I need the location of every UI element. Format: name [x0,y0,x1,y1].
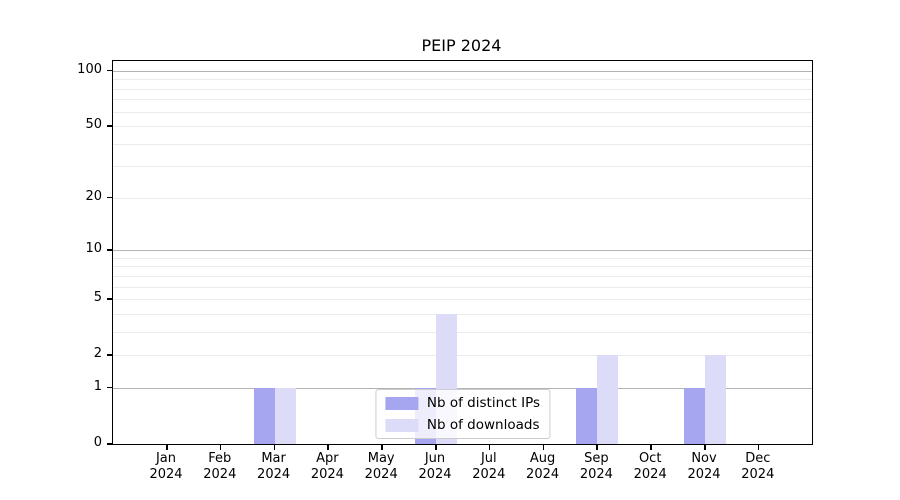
x-axis-tick [381,444,383,450]
x-tick-label: Jan 2024 [149,451,183,482]
legend-rows: Nb of distinct IPs Nb of downloads [384,395,541,433]
x-tick-label: Apr 2024 [310,451,344,482]
x-axis-tick [488,444,491,450]
x-axis-tick [650,444,652,450]
x-tick-label: Jul 2024 [472,451,506,482]
y-tick-label: 100 [77,61,102,77]
gridline [113,111,812,113]
gridline [113,99,812,101]
x-tick-label: Nov 2024 [687,451,721,482]
legend-row: Nb of downloads [384,417,540,433]
y-tick-label: 50 [85,117,102,133]
gridline [113,355,812,357]
gridline [113,257,812,259]
y-axis-tick [107,69,112,72]
gridline [113,126,812,128]
legend-row: Nb of distinct IPs [384,395,541,411]
bar [705,355,726,444]
legend-swatch-icon [384,418,418,432]
legend: Nb of distinct IPs Nb of downloads [374,389,551,439]
y-tick-label: 2 [93,346,102,362]
x-axis-tick [273,444,276,450]
y-axis-tick [107,125,112,127]
gridline [113,387,812,389]
legend-label: Nb of downloads [426,417,540,433]
y-axis-tick [107,386,112,389]
x-axis-tick [327,444,329,450]
x-tick-label: Jun 2024 [418,451,452,482]
y-axis-tick [107,249,112,251]
x-tick-label: Dec 2024 [741,451,775,482]
x-axis-tick [542,444,545,450]
gridline [113,88,812,90]
y-axis-tick [107,443,112,445]
bar [684,387,705,444]
chart-title: PEIP 2024 [421,36,502,55]
y-tick-label: 20 [85,188,102,204]
gridline [113,275,812,277]
x-axis-tick [166,444,168,450]
x-tick-label: Mar 2024 [257,451,291,482]
legend-swatch-icon [384,396,418,410]
y-tick-label: 1 [93,378,102,394]
x-tick-label: Feb 2024 [203,451,237,482]
x-tick-label: Sep 2024 [579,451,613,482]
x-axis-tick [596,444,598,450]
bar [253,387,275,444]
x-tick-label: Oct 2024 [633,451,667,482]
gridline [113,286,812,288]
gridline [113,313,812,315]
x-axis-tick [757,444,760,450]
x-tick-label: Aug 2024 [526,451,560,482]
bar [274,387,296,444]
bar [576,387,598,444]
gridline [113,250,812,252]
x-tick-label: May 2024 [364,451,398,482]
y-axis-tick [107,298,112,300]
gridline [113,266,812,268]
x-axis-tick [435,444,437,450]
gridline [113,299,812,301]
plot-area: Nb of distinct IPs Nb of downloads [112,60,813,445]
gridline [113,70,812,72]
gridline [113,197,812,199]
gridline [113,166,812,168]
y-axis-tick [107,354,112,356]
x-axis-tick [219,444,222,450]
gridline [113,79,812,81]
gridline [113,143,812,145]
legend-label: Nb of distinct IPs [426,395,541,411]
y-tick-label: 10 [85,241,102,257]
bar [597,355,619,444]
y-tick-label: 5 [93,290,102,306]
x-axis-tick [704,444,706,450]
y-tick-label: 0 [93,435,102,450]
gridline [113,331,812,333]
y-axis-tick [107,196,112,199]
